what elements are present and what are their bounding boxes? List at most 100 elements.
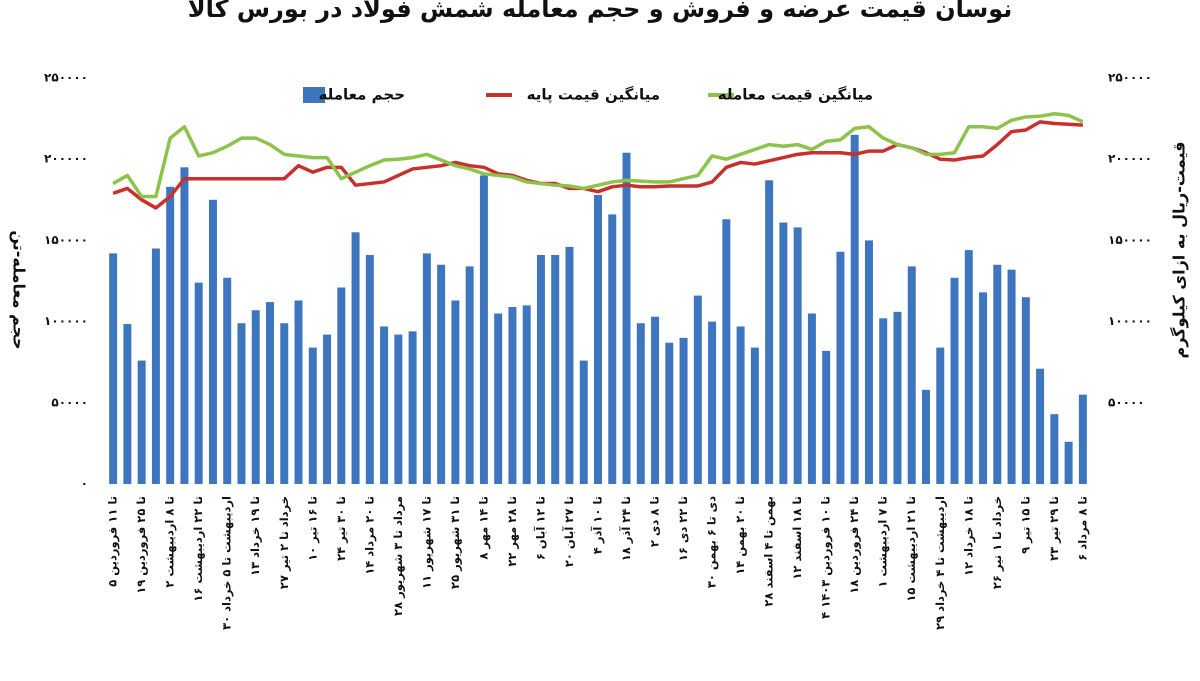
y-tick-label: ۱۵۰۰۰۰	[44, 233, 88, 247]
x-tick-label: ۱۹ تا ۲۵ فروردین	[134, 496, 149, 594]
bar	[750, 347, 759, 484]
bar	[494, 313, 503, 484]
x-tick-label: ۴ تا ۱۰ فروردین ۱۴۰۳	[819, 496, 834, 619]
x-tick-label: ۱۱ تا ۱۷ شهریور	[419, 496, 434, 589]
bar	[864, 240, 873, 484]
bar	[1021, 297, 1030, 484]
bar	[979, 292, 988, 484]
y-tick-label: ۲۰۰۰۰۰	[44, 152, 88, 166]
x-tick-label: ۱۵ تا ۲۱ اردیبهشت	[904, 496, 918, 602]
x-tick-label: ۱۸ تا ۲۴ فروردین	[847, 496, 862, 594]
bar	[266, 302, 274, 484]
x-tick-label: ۲۸ بهمن تا ۴ اسفند	[762, 496, 776, 607]
bar	[879, 318, 888, 484]
bar	[308, 347, 317, 484]
x-tick-label: ۹ تا ۱۵ تیر	[1018, 496, 1032, 554]
y2-tick-label: ۲۰۰۰۰۰	[1108, 152, 1152, 166]
bar	[964, 250, 973, 484]
bar	[936, 347, 945, 484]
bar	[922, 389, 930, 484]
x-tick-label: ۱۶ تا ۲۲ اردیبهشت	[191, 496, 205, 602]
x-tick-label: ۳۰ اردیبهشت تا ۵ خرداد	[220, 496, 234, 630]
x-tick-label: ۲۶ خرداد تا ۱ تیر	[990, 496, 1004, 589]
x-tick-label: ۲۰ تا ۲۷ آبان	[562, 496, 576, 567]
bar	[422, 253, 431, 484]
legend-label: میانگین قیمت پایه	[527, 86, 660, 105]
x-tick-label: ۱۸ تا ۲۴ آذر	[619, 496, 633, 561]
x-tick-label: ۲ تا ۸ دی	[648, 496, 662, 547]
bar	[1064, 441, 1073, 484]
bar	[1007, 269, 1016, 484]
bar	[822, 350, 831, 484]
x-tick-label: ۲۵ تا ۳۱ شهریور	[448, 496, 463, 589]
bar	[836, 251, 845, 484]
legend-label: میانگین قیمت معامله	[718, 86, 873, 104]
bar	[451, 300, 460, 484]
bar	[608, 214, 617, 484]
x-tick-label: ۲۴ تا ۳۰ تیر	[334, 496, 348, 561]
bar	[337, 287, 346, 484]
y-tick-label: ۱۰۰۰۰۰	[44, 314, 88, 328]
bar	[693, 295, 702, 484]
bar	[1050, 414, 1059, 484]
x-tick-label: ۲۸ مرداد تا ۳ شهریور	[391, 496, 406, 616]
bar	[237, 323, 246, 484]
bar	[251, 310, 260, 484]
bar	[708, 321, 717, 484]
x-tick-label: ۵ تا ۱۱ فروردین	[106, 496, 121, 587]
bar	[166, 186, 175, 485]
bar	[551, 255, 560, 484]
bar	[779, 222, 788, 484]
bar	[594, 194, 602, 485]
x-tick-label: ۱ تا ۷ اردیبهشت	[876, 496, 890, 588]
bar	[993, 264, 1002, 484]
bar	[280, 323, 289, 484]
line	[112, 111, 1084, 199]
bar	[508, 306, 517, 484]
y2-axis-title: قیمت-ریال به ازای کیلوگرم	[1170, 141, 1189, 358]
x-tick-label: ۲۹ اردیبهشت تا ۴ خرداد	[933, 496, 947, 630]
x-tick-label: ۱۳ تا ۱۹ خرداد	[248, 496, 262, 576]
bar	[893, 311, 902, 484]
legend-label: حجم معامله	[319, 86, 406, 104]
bar	[437, 264, 446, 484]
bar	[323, 334, 332, 484]
x-tick-label: ۱۲ تا ۱۸ خرداد	[961, 496, 975, 576]
x-tick-label: ۲۳ تا ۲۹ تیر	[1047, 496, 1061, 561]
bar	[294, 300, 303, 484]
x-tick-label: ۸ تا ۱۴ مهر	[476, 496, 490, 560]
bar	[522, 305, 531, 484]
bar	[365, 255, 374, 484]
x-tick-label: ۱۴ تا ۲۰ مرداد	[362, 496, 376, 575]
bar	[579, 360, 588, 484]
legend-swatch	[303, 87, 325, 103]
bar	[1078, 394, 1087, 484]
bar	[380, 326, 389, 484]
bar	[180, 167, 189, 484]
bar	[907, 266, 916, 484]
bar	[109, 253, 118, 484]
x-tick-label: ۶ تا ۱۲ آبان	[533, 496, 547, 560]
bar	[479, 175, 488, 484]
bar	[351, 232, 360, 484]
bar	[223, 277, 232, 484]
bar	[665, 342, 674, 484]
y-axis-title: حجم معامله-تن	[10, 230, 29, 349]
x-tick-label: ۱۴ تا ۲۰ بهمن	[733, 496, 747, 575]
bar	[651, 316, 660, 484]
bar	[394, 334, 403, 484]
bar	[408, 331, 417, 484]
y-tick-label: ۵۰۰۰۰	[51, 395, 88, 409]
bar	[807, 313, 816, 484]
bar	[565, 246, 574, 484]
bar	[736, 326, 745, 484]
bar	[536, 255, 545, 484]
y-tick-label: ۲۵۰۰۰۰	[44, 71, 88, 85]
bar	[636, 323, 645, 484]
x-tick-label: ۳۰ دی تا ۶ بهمن	[705, 496, 719, 588]
bar	[123, 324, 132, 484]
y2-tick-label: ۵۰۰۰۰	[1108, 395, 1145, 409]
bar	[465, 266, 474, 484]
x-tick-label: ۶ تا ۸ مرداد	[1075, 496, 1089, 561]
